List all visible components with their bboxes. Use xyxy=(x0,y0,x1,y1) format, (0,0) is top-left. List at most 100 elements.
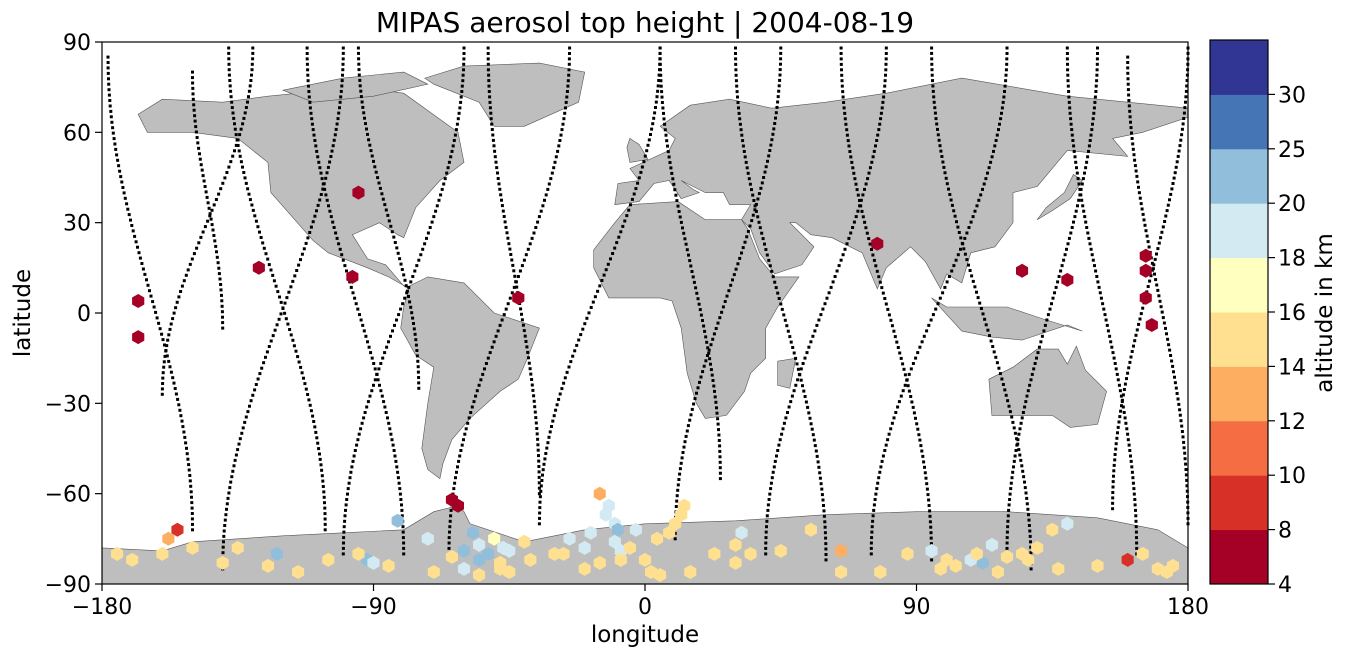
orbit-track-dot xyxy=(368,143,372,147)
aerosol-point xyxy=(578,561,591,576)
orbit-track-dot xyxy=(1116,431,1119,435)
orbit-track-dot xyxy=(876,133,880,137)
orbit-track-dot xyxy=(764,530,768,534)
orbit-track-dot xyxy=(1005,536,1009,540)
aerosol-point xyxy=(524,552,537,567)
orbit-track-dot xyxy=(291,338,295,342)
colorbar-segment xyxy=(1210,148,1268,204)
orbit-track-dot xyxy=(1138,317,1142,321)
orbit-track-dot xyxy=(1029,567,1033,571)
orbit-track-dot xyxy=(931,313,935,317)
orbit-track-dot xyxy=(874,492,878,496)
orbit-track-dot xyxy=(251,393,255,397)
orbit-track-dot xyxy=(677,210,681,213)
orbit-track-dot xyxy=(434,209,438,213)
orbit-track-dot xyxy=(1069,231,1073,235)
orbit-track-dot xyxy=(300,371,304,375)
orbit-track-dot xyxy=(1143,223,1147,227)
orbit-track-dot xyxy=(1113,362,1117,365)
orbit-track-dot xyxy=(721,305,725,309)
orbit-track-dot xyxy=(558,139,562,142)
orbit-track-dot xyxy=(968,269,972,272)
colorbar-tick-label: 30 xyxy=(1278,83,1306,108)
aerosol-point xyxy=(1031,540,1044,555)
orbit-track-dot xyxy=(705,340,709,344)
orbit-track-dot xyxy=(689,264,693,268)
orbit-track-dot xyxy=(292,344,296,348)
orbit-track-dot xyxy=(180,284,184,288)
orbit-track-dot xyxy=(658,52,662,55)
orbit-track-dot xyxy=(702,364,706,368)
orbit-track-dot xyxy=(770,138,774,142)
orbit-track-dot xyxy=(1128,109,1132,113)
orbit-track-dot xyxy=(784,416,788,420)
aerosol-point xyxy=(991,565,1004,579)
orbit-track-dot xyxy=(402,541,406,545)
orbit-track-dot xyxy=(870,536,874,540)
orbit-track-dot xyxy=(1057,275,1061,278)
orbit-track-dot xyxy=(1007,503,1011,507)
orbit-track-dot xyxy=(502,313,506,317)
orbit-track-dot xyxy=(187,463,191,467)
orbit-track-dot xyxy=(160,332,164,336)
orbit-track-dot xyxy=(629,203,632,207)
orbit-track-dot xyxy=(930,46,934,50)
land-arctic-islands xyxy=(281,71,429,103)
orbit-track-dot xyxy=(1111,507,1115,511)
aerosol-point xyxy=(162,531,175,546)
orbit-track-dot xyxy=(780,307,784,311)
orbit-track-dot xyxy=(413,269,417,273)
orbit-track-dot xyxy=(1157,294,1161,298)
orbit-track-dot xyxy=(948,193,952,196)
orbit-track-dot xyxy=(686,424,690,428)
orbit-track-dot xyxy=(527,356,530,360)
orbit-track-dot xyxy=(448,525,452,529)
orbit-track-dot xyxy=(1184,95,1188,99)
orbit-track-dot xyxy=(149,294,153,298)
orbit-track-dot xyxy=(1075,171,1079,175)
orbit-track-dot xyxy=(162,360,166,364)
orbit-track-dot xyxy=(663,128,667,132)
orbit-track-dot xyxy=(909,367,913,371)
orbit-track-dot xyxy=(311,414,315,418)
orbit-track-dot xyxy=(231,469,235,473)
orbit-track-dot xyxy=(365,127,368,131)
orbit-track-dot xyxy=(340,84,344,88)
orbit-track-dot xyxy=(1135,546,1139,550)
orbit-track-dot xyxy=(911,405,915,409)
orbit-track-dot xyxy=(676,483,680,487)
orbit-track-dot xyxy=(847,236,851,240)
orbit-track-dot xyxy=(403,296,407,300)
orbit-track-dot xyxy=(821,307,825,311)
orbit-track-dot xyxy=(600,279,604,282)
orbit-track-dot xyxy=(341,73,344,77)
orbit-track-dot xyxy=(704,335,708,339)
orbit-track-dot xyxy=(537,475,541,479)
orbit-track-dot xyxy=(323,506,327,510)
orbit-track-dot xyxy=(925,487,929,491)
orbit-track-dot xyxy=(1168,198,1171,202)
orbit-track-dot xyxy=(931,89,935,93)
orbit-track-dot xyxy=(190,506,194,510)
orbit-track-dot xyxy=(306,393,310,396)
orbit-track-dot xyxy=(212,203,216,207)
orbit-track-dot xyxy=(884,443,888,447)
orbit-track-dot xyxy=(400,508,404,512)
orbit-track-dot xyxy=(810,427,814,431)
orbit-track-dot xyxy=(1085,160,1089,164)
orbit-track-dot xyxy=(341,51,345,55)
orbit-track-dot xyxy=(817,318,821,322)
orbit-track-dot xyxy=(735,84,739,88)
orbit-track-dot xyxy=(158,327,162,331)
orbit-track-dot xyxy=(1030,372,1034,376)
orbit-track-dot xyxy=(308,403,312,407)
orbit-track-dot xyxy=(715,406,718,410)
orbit-track-dot xyxy=(238,437,242,441)
orbit-track-dot xyxy=(792,389,796,393)
orbit-track-dot xyxy=(535,432,539,436)
orbit-track-dot xyxy=(1185,79,1189,82)
orbit-track-dot xyxy=(385,345,389,349)
orbit-track-dot xyxy=(214,244,218,248)
orbit-track-dot xyxy=(1176,154,1180,158)
